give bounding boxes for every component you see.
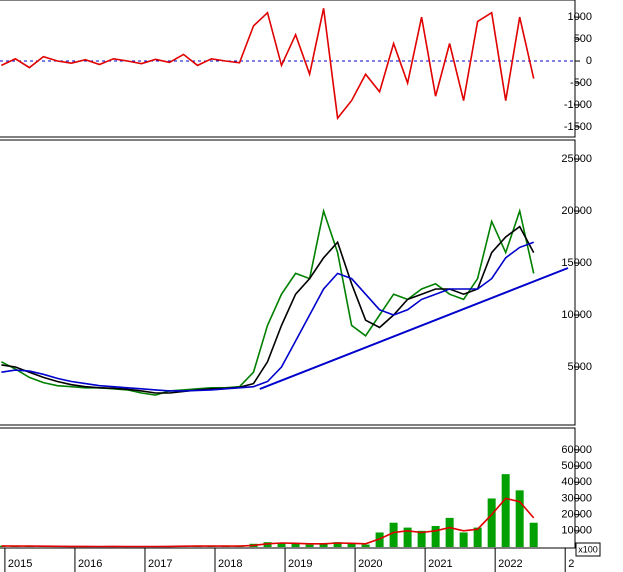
volume-bar <box>347 543 356 548</box>
y-tick-label: -1500 <box>564 121 592 133</box>
trend-line <box>259 267 569 390</box>
volume-bar <box>319 543 328 548</box>
volume-bar <box>305 544 314 548</box>
x-tick-label: 2019 <box>288 558 312 570</box>
x-tick-label: 2015 <box>8 558 32 570</box>
x-tick-label: 2018 <box>218 558 242 570</box>
volume-bar <box>403 527 412 548</box>
volume-bar <box>417 530 426 548</box>
panel-frame <box>0 139 576 426</box>
volume-bar <box>277 542 286 548</box>
volume-bar <box>515 490 524 548</box>
y-tick-label: -1000 <box>564 99 592 111</box>
volume-bar <box>291 543 300 548</box>
y-tick-label: 25000 <box>561 153 592 165</box>
x-tick-label: 2 <box>568 558 574 570</box>
panel-frame <box>0 427 576 549</box>
series-line <box>1 241 534 392</box>
y-tick-label: 15000 <box>561 257 592 269</box>
y-tick-label: 20000 <box>561 509 592 521</box>
y-tick-label: 5000 <box>568 361 592 373</box>
axis-note: x100 <box>578 544 598 554</box>
volume-bar <box>361 544 370 548</box>
y-tick-label: 500 <box>574 33 592 45</box>
y-tick-label: 1000 <box>568 11 592 23</box>
y-tick-label: 10000 <box>561 525 592 537</box>
series-line <box>1 8 535 121</box>
y-tick-label: 0 <box>586 55 592 67</box>
y-tick-label: 60000 <box>561 444 592 456</box>
x-tick-label: 2017 <box>148 558 172 570</box>
volume-bar <box>529 522 538 548</box>
panel-frame <box>0 0 576 138</box>
y-tick-label: 10000 <box>561 309 592 321</box>
volume-bar <box>501 474 510 548</box>
volume-bar <box>487 498 496 548</box>
series-line <box>1 225 535 394</box>
volume-bar <box>389 522 398 548</box>
y-tick-label: 30000 <box>561 492 592 504</box>
y-tick-label: 50000 <box>561 460 592 472</box>
y-tick-label: 40000 <box>561 476 592 488</box>
x-tick-label: 2021 <box>428 558 452 570</box>
series-line <box>1 497 535 548</box>
volume-bar <box>431 525 440 548</box>
y-tick-label: 20000 <box>561 205 592 217</box>
axis-note-box <box>575 542 601 557</box>
volume-bar <box>459 532 468 548</box>
x-tick-label: 2020 <box>358 558 382 570</box>
volume-bar <box>333 542 342 548</box>
volume-bar <box>445 517 454 548</box>
series-line <box>1 207 535 396</box>
volume-bar <box>473 527 482 548</box>
x-tick-label: 2022 <box>498 558 522 570</box>
y-tick-label: -500 <box>570 77 592 89</box>
x-tick-label: 2016 <box>78 558 102 570</box>
